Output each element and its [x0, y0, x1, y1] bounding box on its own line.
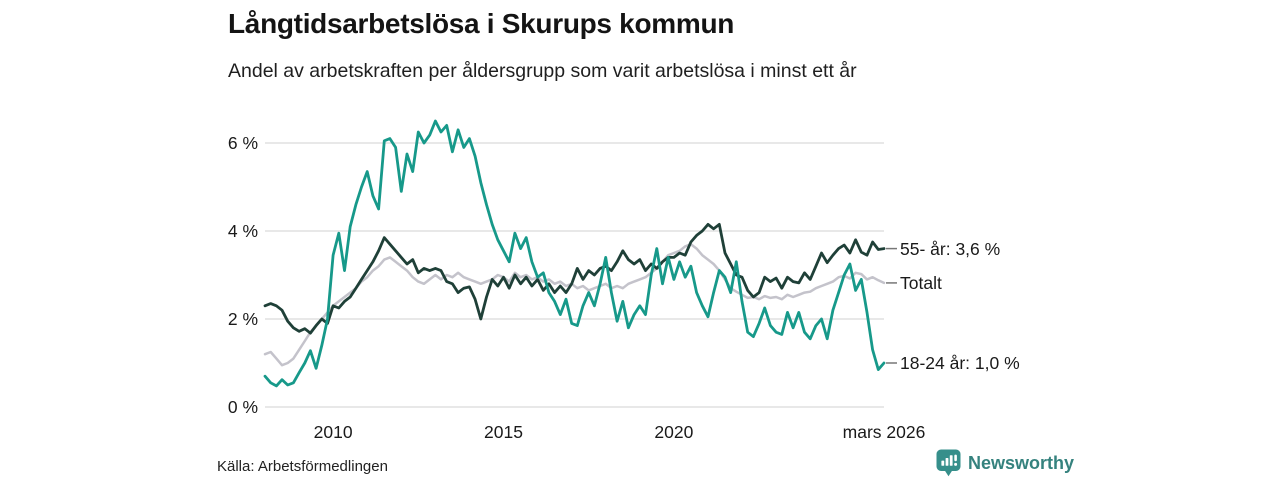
x-tick-label: 2020	[654, 422, 694, 442]
source-note: Källa: Arbetsförmedlingen	[217, 458, 388, 475]
chart-title: Långtidsarbetslösa i Skurups kommun	[228, 8, 735, 39]
legend-label-totalt: Totalt	[900, 272, 942, 293]
y-tick-label: 0 %	[227, 397, 258, 417]
legend-label-55-r: 55- år: 3,6 %	[900, 238, 1001, 259]
x-tick-label: mars 2026	[842, 422, 926, 442]
y-tick-label: 4 %	[227, 221, 258, 241]
legend-label-18-24-r: 18-24 år: 1,0 %	[900, 353, 1020, 373]
y-tick-label: 2 %	[227, 309, 258, 329]
x-tick-label: 2010	[313, 422, 353, 442]
brand-name: Newsworthy	[968, 452, 1075, 473]
chart-subtitle: Andel av arbetskraften per åldersgrupp s…	[228, 60, 857, 82]
newsworthy-logo-icon	[936, 449, 961, 477]
y-tick-label: 6 %	[227, 133, 258, 153]
x-tick-label: 2015	[484, 422, 523, 442]
brand-footer: Newsworthy	[936, 449, 1074, 477]
